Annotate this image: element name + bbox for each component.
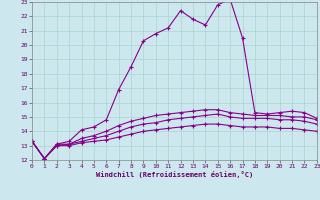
X-axis label: Windchill (Refroidissement éolien,°C): Windchill (Refroidissement éolien,°C) <box>96 171 253 178</box>
